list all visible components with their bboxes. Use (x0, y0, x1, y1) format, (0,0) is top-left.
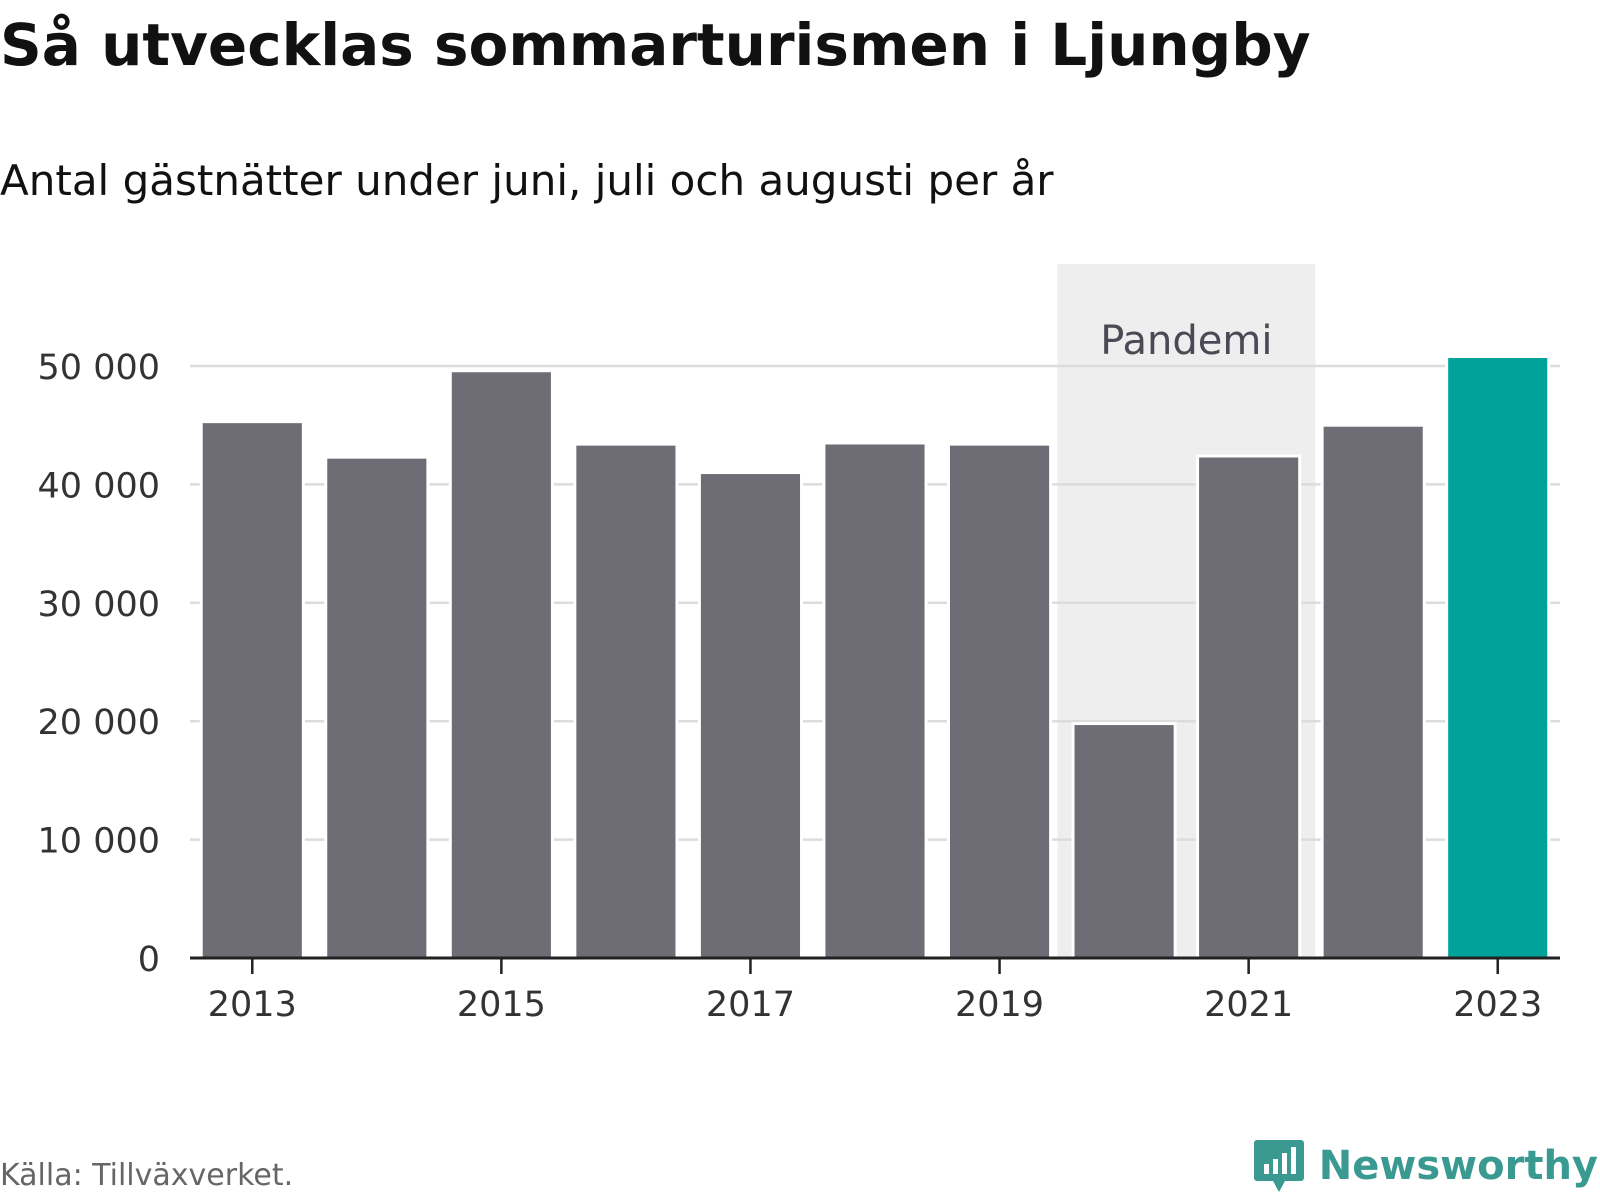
y-tick-label: 10 000 (38, 822, 160, 862)
brand[interactable]: Newsworthy (1253, 1138, 1598, 1194)
bar (1196, 454, 1302, 960)
x-tick-label: 2023 (1453, 985, 1542, 1025)
bar (1071, 722, 1177, 960)
bar (199, 420, 305, 960)
bar (1445, 355, 1551, 960)
bar (1320, 423, 1426, 960)
y-tick-label: 40 000 (38, 466, 160, 506)
bar (697, 471, 804, 960)
bar (324, 455, 430, 960)
y-tick-label: 20 000 (38, 703, 160, 743)
bar (946, 442, 1053, 960)
y-tick-label: 50 000 (38, 348, 160, 388)
brand-name: Newsworthy (1318, 1143, 1598, 1189)
chart-subtitle: Antal gästnätter under juni, juli och au… (0, 156, 1054, 205)
bar-chart: Pandemi 0 10 000 20 000 30 000 40 000 50 000 20… (38, 264, 1560, 1025)
source-note: Källa: Tillväxverket. (0, 1158, 294, 1193)
x-tick-label: 2017 (706, 985, 795, 1025)
newsworthy-logo-icon (1253, 1140, 1304, 1192)
x-tick-label: 2015 (457, 985, 546, 1025)
bar (448, 369, 554, 960)
bar (822, 441, 928, 960)
y-tick-label: 30 000 (38, 585, 160, 625)
y-tick-label: 0 (138, 940, 160, 980)
x-tick-label: 2013 (208, 985, 297, 1025)
x-tick-label: 2021 (1204, 985, 1293, 1025)
chart-title: Så utvecklas sommarturismen i Ljungby (0, 11, 1311, 79)
annotation-label: Pandemi (1100, 318, 1272, 364)
x-tick-label: 2019 (955, 985, 1044, 1025)
bar (573, 442, 679, 960)
